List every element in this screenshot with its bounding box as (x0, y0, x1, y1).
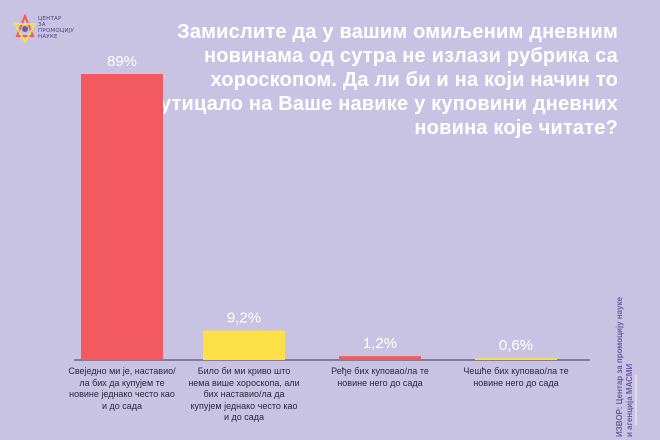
logo-mark-icon (14, 14, 36, 44)
value-label-4: 0,6% (499, 337, 533, 354)
bar-3 (339, 356, 421, 360)
logo-text: ЦЕНТАР ЗА ПРОМОЦИЈУ НАУКЕ (38, 16, 74, 40)
source-line-2: и агенција МАСМИ (625, 363, 634, 437)
chart-title: Замислите да у вашим омиљеним дневним но… (159, 21, 618, 139)
category-label-3: Ређе бих куповао/ла те новине него до са… (331, 366, 429, 388)
category-label-1: Свеједно ми је, наставио/ла бих да купуј… (68, 366, 176, 411)
bar-4 (475, 358, 557, 360)
logo-line-4: НАУКЕ (38, 34, 58, 40)
bar-2 (203, 330, 285, 360)
bar-1 (81, 74, 163, 360)
value-label-3: 1,2% (363, 335, 397, 352)
source-note: ИЗВОР: Центар за промоцију науке и агенц… (612, 225, 652, 440)
logo-line-1: ЦЕНТАР (38, 16, 62, 22)
source-line-1: ИЗВОР: Центар за промоцију науке (615, 296, 624, 437)
logo: ЦЕНТАР ЗА ПРОМОЦИЈУ НАУКЕ (14, 14, 82, 48)
value-label-2: 9,2% (227, 309, 261, 326)
value-label-1: 89% (107, 53, 137, 70)
logo-line-3: ПРОМОЦИЈУ (38, 28, 75, 34)
category-label-2: Било би ми криво што нема више хороскопа… (188, 366, 300, 422)
category-label-4: Чешће бих куповао/ла те новине него до с… (463, 366, 569, 388)
logo-line-2: ЗА (38, 22, 46, 28)
